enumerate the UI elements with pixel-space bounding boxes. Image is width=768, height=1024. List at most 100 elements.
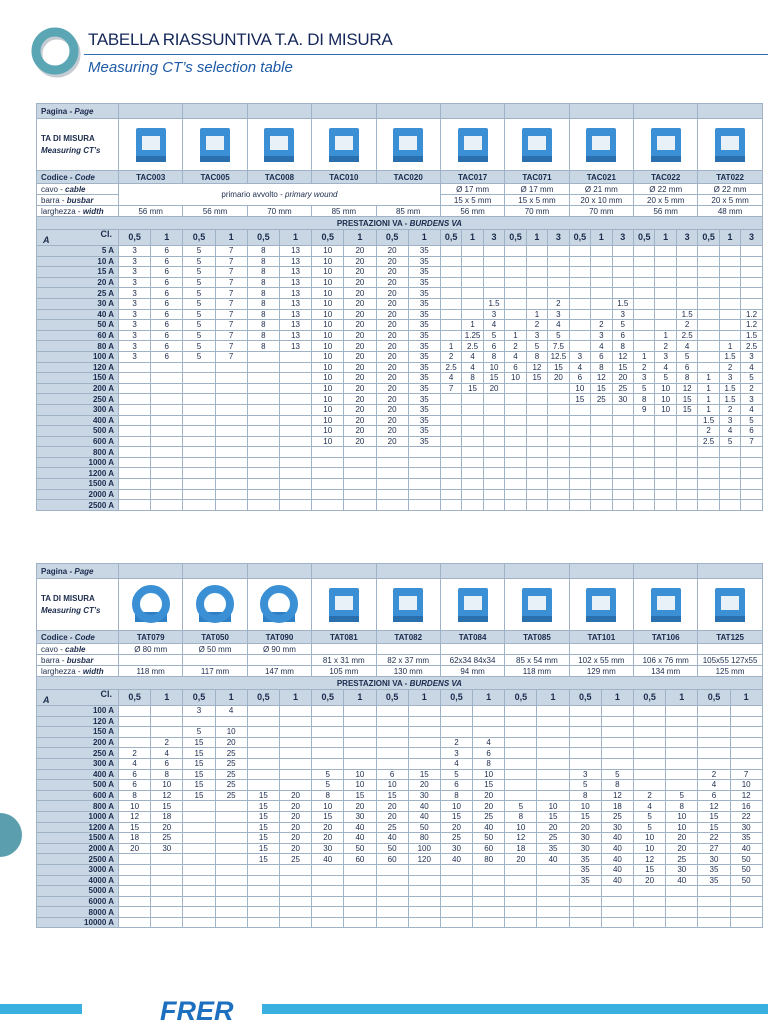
burden-value: 3 <box>482 308 506 321</box>
page-cell <box>439 563 506 579</box>
burden-value: 1.2 <box>740 308 763 321</box>
product-code: TAC071 <box>504 170 570 184</box>
burden-value: 3 <box>117 297 152 310</box>
burden-value: 20 <box>278 832 313 844</box>
burden-value <box>718 456 742 469</box>
burden-value: 8 <box>611 340 635 352</box>
burden-value <box>697 319 720 331</box>
amp-label: 6000 A <box>36 895 119 908</box>
burden-value: 25 <box>611 382 635 395</box>
burden-value <box>117 488 152 501</box>
burden-value <box>482 425 506 437</box>
burden-value: 30 <box>439 842 474 855</box>
burden-value <box>632 736 667 749</box>
burden-value <box>278 779 313 791</box>
burden-value <box>182 446 216 458</box>
burden-value: 4 <box>461 350 484 363</box>
burden-value <box>117 705 152 717</box>
burden-value <box>697 705 731 717</box>
burden-value <box>632 456 656 469</box>
burden-value <box>740 499 763 511</box>
burden-value: 40 <box>729 842 763 855</box>
burden-value: 10 <box>632 842 667 855</box>
amp-label: 250 A <box>36 747 119 759</box>
burden-value <box>568 895 602 908</box>
burden-value: 6 <box>150 255 184 268</box>
burden-value: 3 <box>439 747 474 759</box>
page-cell <box>182 563 248 579</box>
burden-value <box>729 916 763 929</box>
burden-value: 8 <box>117 789 152 802</box>
burden-value: 1.5 <box>482 297 506 310</box>
burden-value <box>150 916 184 929</box>
burden-value <box>343 895 377 908</box>
burden-value <box>600 705 635 717</box>
burden-value: 40 <box>343 821 377 834</box>
label-it: cavo - <box>41 644 63 654</box>
label-it: cavo - <box>41 184 63 194</box>
burden-value <box>246 403 280 416</box>
burden-value <box>611 276 635 289</box>
burden-value: 13 <box>278 340 313 352</box>
burden-value <box>697 297 720 310</box>
spec-barra: 20 x 10 mm <box>568 194 635 206</box>
burden-value <box>504 319 527 331</box>
class-value: 3 <box>482 229 506 246</box>
burden-value <box>472 863 506 876</box>
spec-width: 56 mm <box>182 205 248 217</box>
spec-cavo: Ø 22 mm <box>632 183 699 195</box>
product-code: TAC017 <box>439 170 506 184</box>
class-value: 1 <box>472 689 506 706</box>
label-it: PRESTAZIONI VA - <box>336 678 408 688</box>
burden-value <box>547 456 570 469</box>
burden-value: 15 <box>246 842 280 855</box>
burden-value: 35 <box>697 863 731 876</box>
burden-value <box>482 478 506 490</box>
burden-value: 35 <box>407 276 441 289</box>
data-row: 6000 A <box>36 895 763 908</box>
burden-value <box>697 287 720 299</box>
burden-value: 4 <box>461 361 484 374</box>
burden-value <box>697 350 720 363</box>
burden-value <box>568 266 592 278</box>
burden-value <box>740 287 763 299</box>
burden-value: 25 <box>665 853 699 865</box>
data-row: 4000 A 35 40 20 40 35 50 <box>36 874 763 887</box>
burden-value <box>375 478 409 490</box>
burden-value: 35 <box>697 874 731 887</box>
burden-value <box>729 906 763 918</box>
burden-value <box>472 726 506 738</box>
burden-value: 5 <box>547 329 570 342</box>
ct-image <box>328 127 359 162</box>
burden-value <box>246 350 280 363</box>
image-cell <box>182 118 248 171</box>
burden-value <box>117 403 152 416</box>
burden-value <box>182 499 216 511</box>
burden-value: 35 <box>407 425 441 437</box>
burden-value: 5 <box>311 779 345 791</box>
burden-value: 8 <box>665 800 699 812</box>
burden-value <box>311 446 345 458</box>
burden-value <box>472 874 506 887</box>
burden-value: 25 <box>600 810 635 823</box>
burden-value <box>504 885 538 897</box>
burden-value: 20 <box>343 393 377 405</box>
class-value: 1 <box>343 229 377 246</box>
burden-value: 100 <box>407 842 441 855</box>
data-row: 20 A 3 6 5 7 8 13 10 20 20 35 <box>36 276 763 289</box>
burden-value: 2 <box>632 789 667 802</box>
footer-stripe <box>0 1004 82 1014</box>
burden-value: 20 <box>375 297 409 310</box>
class-value: 1 <box>718 229 742 246</box>
ct-image <box>264 127 295 162</box>
image-cell <box>632 118 699 171</box>
burden-value <box>375 705 409 717</box>
burden-value: 3 <box>568 768 602 781</box>
burden-value <box>675 245 699 257</box>
burden-value: 12.5 <box>547 350 570 363</box>
burden-value <box>611 435 635 448</box>
burden-value: 20 <box>375 800 409 812</box>
class-value: 1 <box>654 229 677 246</box>
page-cell <box>246 563 313 579</box>
burden-value <box>117 874 152 887</box>
